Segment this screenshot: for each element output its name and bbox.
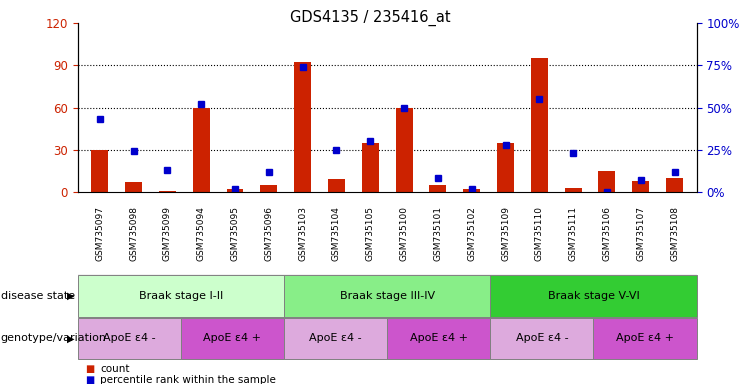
Bar	[78, 275, 284, 317]
Text: GSM735098: GSM735098	[129, 206, 138, 261]
Bar	[565, 188, 582, 192]
Text: Braak stage I-II: Braak stage I-II	[139, 291, 223, 301]
Text: disease state: disease state	[1, 291, 75, 301]
Bar	[284, 275, 491, 317]
Text: GSM735100: GSM735100	[399, 206, 408, 261]
Text: GSM735101: GSM735101	[433, 206, 442, 261]
Bar	[531, 58, 548, 192]
Bar	[78, 318, 181, 359]
Text: Braak stage III-IV: Braak stage III-IV	[339, 291, 435, 301]
Bar	[362, 143, 379, 192]
Text: GSM735102: GSM735102	[467, 206, 476, 261]
Bar	[599, 171, 615, 192]
Bar	[91, 150, 108, 192]
Bar	[227, 189, 244, 192]
Bar	[193, 108, 210, 192]
Bar	[463, 189, 480, 192]
Text: GSM735099: GSM735099	[163, 206, 172, 261]
Text: GSM735110: GSM735110	[535, 206, 544, 261]
Text: GSM735104: GSM735104	[332, 206, 341, 261]
Bar	[260, 185, 277, 192]
Text: GSM735105: GSM735105	[366, 206, 375, 261]
Text: GSM735097: GSM735097	[96, 206, 104, 261]
Text: ApoE ε4 +: ApoE ε4 +	[204, 333, 262, 343]
Bar	[284, 318, 387, 359]
Bar	[387, 318, 491, 359]
Bar	[491, 318, 594, 359]
Bar	[328, 179, 345, 192]
Bar	[294, 63, 311, 192]
Text: ApoE ε4 -: ApoE ε4 -	[309, 333, 362, 343]
Bar	[497, 143, 514, 192]
Text: GSM735096: GSM735096	[265, 206, 273, 261]
Text: Braak stage V-VI: Braak stage V-VI	[548, 291, 639, 301]
Text: ApoE ε4 +: ApoE ε4 +	[616, 333, 674, 343]
Text: ■: ■	[85, 375, 94, 384]
Bar	[594, 318, 697, 359]
Text: ■: ■	[85, 364, 94, 374]
Text: percentile rank within the sample: percentile rank within the sample	[100, 375, 276, 384]
Text: ApoE ε4 -: ApoE ε4 -	[516, 333, 568, 343]
Bar	[125, 182, 142, 192]
Text: ▶: ▶	[67, 333, 74, 343]
Bar	[632, 181, 649, 192]
Text: GDS4135 / 235416_at: GDS4135 / 235416_at	[290, 10, 451, 26]
Text: GSM735111: GSM735111	[568, 206, 578, 261]
Text: GSM735106: GSM735106	[602, 206, 611, 261]
Text: GSM735103: GSM735103	[298, 206, 308, 261]
Bar	[396, 108, 413, 192]
Text: genotype/variation: genotype/variation	[1, 333, 107, 343]
Text: GSM735107: GSM735107	[637, 206, 645, 261]
Text: GSM735108: GSM735108	[670, 206, 679, 261]
Text: ApoE ε4 -: ApoE ε4 -	[103, 333, 156, 343]
Bar	[491, 275, 697, 317]
Text: ▶: ▶	[67, 291, 74, 301]
Bar	[666, 178, 683, 192]
Text: GSM735109: GSM735109	[501, 206, 510, 261]
Text: GSM735094: GSM735094	[196, 206, 206, 261]
Bar	[181, 318, 284, 359]
Text: count: count	[100, 364, 130, 374]
Bar	[430, 185, 446, 192]
Text: ApoE ε4 +: ApoE ε4 +	[410, 333, 468, 343]
Text: GSM735095: GSM735095	[230, 206, 239, 261]
Bar	[159, 190, 176, 192]
